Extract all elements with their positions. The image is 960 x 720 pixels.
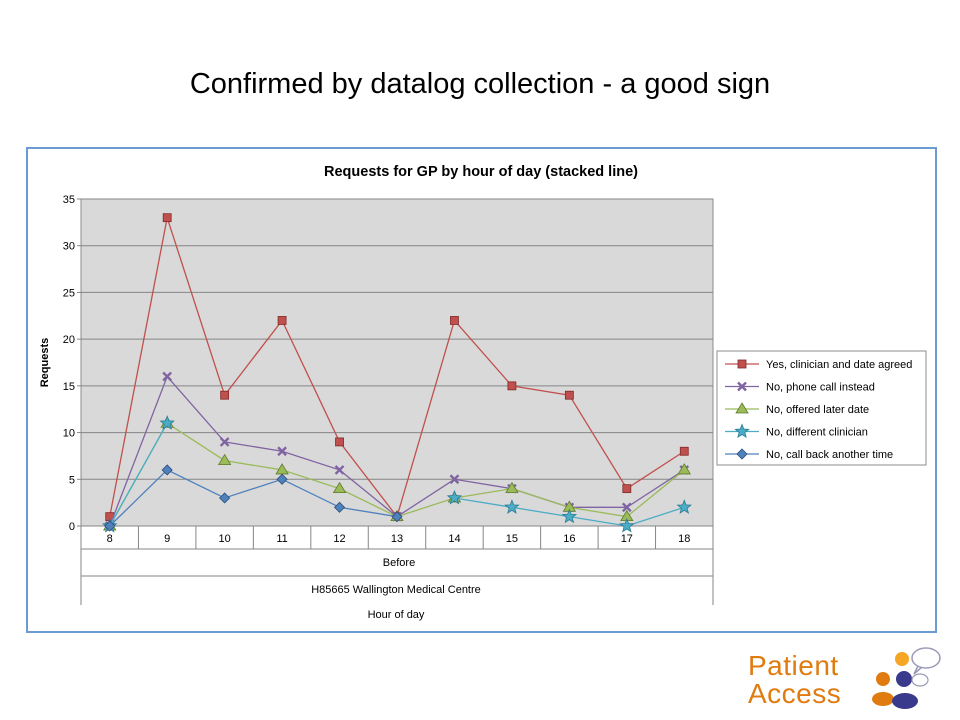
- legend-label: No, offered later date: [766, 404, 869, 416]
- legend-item: No, different clinician: [725, 423, 868, 439]
- legend-label: No, phone call instead: [766, 382, 875, 394]
- y-tick-label: 20: [63, 334, 75, 346]
- data-point: [335, 437, 344, 447]
- patient-access-logo: Patient Access: [748, 646, 948, 716]
- legend-item: No, offered later date: [725, 402, 869, 416]
- x-tick-label: 10: [219, 533, 231, 545]
- x-tick-label: 8: [107, 533, 113, 545]
- x-tick-label: 15: [506, 533, 518, 545]
- y-axis-label: Requests: [39, 338, 51, 388]
- data-point: [446, 489, 463, 505]
- x-tick-label: 11: [276, 533, 287, 545]
- legend-marker: [735, 402, 749, 414]
- x-tick-label: 17: [621, 533, 633, 545]
- data-point: [619, 517, 635, 533]
- data-point: [219, 492, 231, 504]
- plot-area: [80, 198, 714, 527]
- x-tick-label: 18: [678, 533, 690, 545]
- x-tick-label: 16: [563, 533, 575, 545]
- data-point: [217, 453, 232, 465]
- legend-marker: [737, 359, 747, 369]
- logo-line-1: Patient: [748, 650, 839, 681]
- y-tick-label: 0: [69, 521, 75, 533]
- series-line: [109, 469, 398, 527]
- data-point: [507, 381, 517, 391]
- data-point: [622, 484, 632, 494]
- legend-box: [716, 350, 927, 466]
- legend-item: No, call back another time: [725, 448, 893, 461]
- y-tick-label: 15: [63, 381, 75, 393]
- series-5: [104, 464, 403, 532]
- data-point: [677, 463, 691, 475]
- data-point: [332, 481, 347, 494]
- data-point: [277, 316, 287, 325]
- x-group-label-before: Before: [383, 557, 415, 569]
- line-chart: Requests for GP by hour of day (stacked …: [39, 164, 927, 621]
- data-point: [564, 390, 574, 400]
- slide-title: Confirmed by datalog collection - a good…: [189, 68, 771, 100]
- y-tick-label: 30: [63, 241, 75, 253]
- legend-label: No, call back another time: [766, 449, 893, 461]
- x-axis-title: Hour of day: [368, 609, 425, 621]
- legend-label: Yes, clinician and date agreed: [766, 359, 912, 371]
- y-tick-label: 35: [63, 194, 75, 206]
- data-point: [504, 499, 520, 514]
- legend-marker: [737, 381, 747, 392]
- data-point: [220, 390, 230, 400]
- data-point: [104, 520, 116, 532]
- x-tick-label: 9: [164, 533, 170, 545]
- data-point: [159, 415, 175, 430]
- x-group-label-practice: H85665 Wallington Medical Centre: [311, 584, 481, 596]
- people-speech-icon: [872, 647, 941, 709]
- data-point: [391, 511, 403, 523]
- data-point: [679, 446, 689, 456]
- logo-line-2: Access: [748, 678, 842, 709]
- y-tick-label: 5: [69, 474, 75, 486]
- legend-marker: [734, 423, 750, 439]
- data-point: [276, 473, 288, 485]
- data-point: [334, 465, 345, 475]
- legend-item: Yes, clinician and date agreed: [725, 359, 912, 371]
- x-tick-label: 14: [448, 533, 460, 545]
- y-tick-label: 25: [63, 287, 75, 299]
- x-tick-label: 13: [391, 533, 403, 545]
- data-point: [505, 481, 519, 494]
- data-point: [219, 437, 230, 447]
- data-point: [621, 502, 632, 513]
- data-point: [676, 499, 692, 514]
- data-point: [161, 464, 173, 476]
- data-point: [333, 501, 346, 513]
- legend-marker: [736, 448, 748, 460]
- legend-label: No, different clinician: [766, 427, 868, 439]
- chart-title: Requests for GP by hour of day (stacked …: [324, 164, 638, 180]
- y-tick-label: 10: [63, 428, 75, 440]
- data-point: [450, 316, 459, 325]
- data-point: [449, 474, 460, 485]
- data-point: [162, 213, 172, 223]
- chart-frame: Requests for GP by hour of day (stacked …: [26, 147, 937, 633]
- data-point: [561, 508, 578, 524]
- x-tick-label: 12: [333, 533, 345, 545]
- legend-item: No, phone call instead: [725, 382, 875, 394]
- data-point: [277, 446, 287, 457]
- data-point: [162, 371, 173, 382]
